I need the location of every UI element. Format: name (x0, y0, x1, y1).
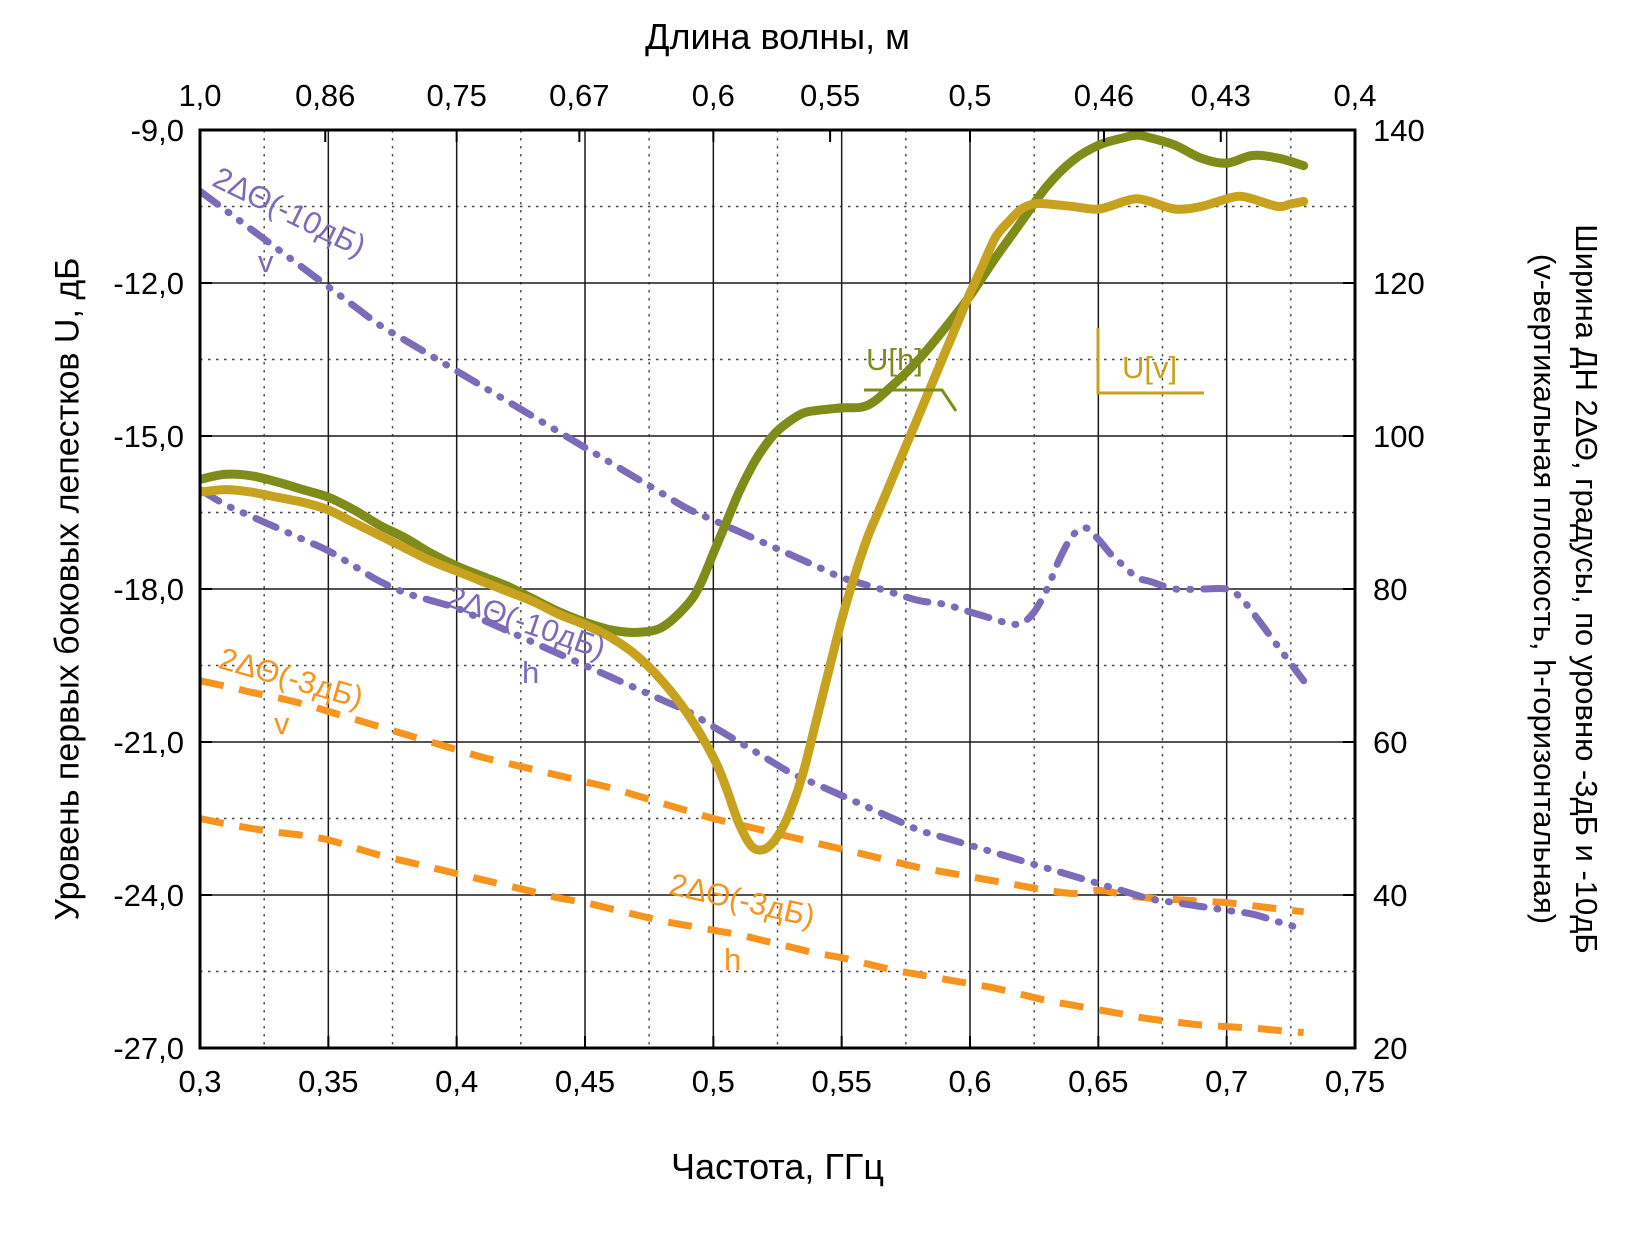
series-u-v (200, 191, 1309, 855)
top-tick-label: 0,55 (800, 78, 860, 113)
top-tick-label: 0,43 (1191, 78, 1251, 113)
top-tick-label: 0,75 (426, 78, 486, 113)
left-tick-label: -21,0 (113, 725, 184, 760)
right-tick-label: 100 (1373, 419, 1425, 454)
bottom-tick-label: 0,3 (178, 1064, 221, 1099)
top-tick-label: 0,67 (549, 78, 609, 113)
u-h-leader (864, 388, 958, 412)
top-tick-label: 1,0 (178, 78, 221, 113)
top-tick-label: 0,86 (295, 78, 355, 113)
bottom-tick-label: 0,45 (555, 1064, 615, 1099)
right-axis-title-line1: Ширина ДН 2ΔΘ, градусы, по уровню -3дБ и… (1568, 224, 1604, 954)
bottom-axis-title: Частота, ГГц (670, 1146, 885, 1187)
series-theta-10db-h (200, 486, 1308, 933)
right-axis-title-line2: (v-вертикальная плоскость, h-горизонталь… (1527, 253, 1562, 925)
bottom-tick-label: 0,6 (948, 1064, 991, 1099)
left-tick-label: -27,0 (113, 1031, 184, 1066)
bottom-tick-label: 0,55 (811, 1064, 871, 1099)
bottom-tick-label: 0,65 (1068, 1064, 1128, 1099)
bottom-tick-label: 0,75 (1325, 1064, 1385, 1099)
right-axis-title: Ширина ДН 2ΔΘ, градусы, по уровню -3дБ и… (1523, 224, 1607, 953)
right-tick-label: 20 (1373, 1031, 1407, 1066)
right-tick-label: 80 (1373, 572, 1407, 607)
left-tick-label: -12,0 (113, 266, 184, 301)
bottom-tick-label: 0,5 (692, 1064, 735, 1099)
curves-group (200, 130, 1309, 1037)
bottom-tick-label: 0,35 (298, 1064, 358, 1099)
right-tick-label: 140 (1373, 113, 1425, 148)
left-tick-label: -24,0 (113, 878, 184, 913)
series-theta-3db-h (200, 815, 1305, 1037)
top-tick-label: 0,5 (948, 78, 991, 113)
right-tick-label: 120 (1373, 266, 1425, 301)
left-axis-title: Уровень первых боковых лепестков U, дБ (48, 257, 87, 921)
left-tick-label: -15,0 (113, 419, 184, 454)
top-tick-label: 0,4 (1333, 78, 1376, 113)
bottom-tick-label: 0,4 (435, 1064, 478, 1099)
series-theta-10db-v (200, 187, 1308, 685)
top-tick-label: 0,46 (1074, 78, 1134, 113)
left-tick-label: -9,0 (131, 113, 184, 148)
right-tick-label: 40 (1373, 878, 1407, 913)
top-tick-label: 0,6 (692, 78, 735, 113)
right-tick-label: 60 (1373, 725, 1407, 760)
series-theta-3db-v (200, 677, 1305, 916)
left-tick-label: -18,0 (113, 572, 184, 607)
u-v-leader (1096, 328, 1204, 395)
series-u-h (200, 130, 1309, 637)
top-axis-title: Длина волны, м (645, 16, 910, 57)
bottom-tick-label: 0,7 (1205, 1064, 1248, 1099)
